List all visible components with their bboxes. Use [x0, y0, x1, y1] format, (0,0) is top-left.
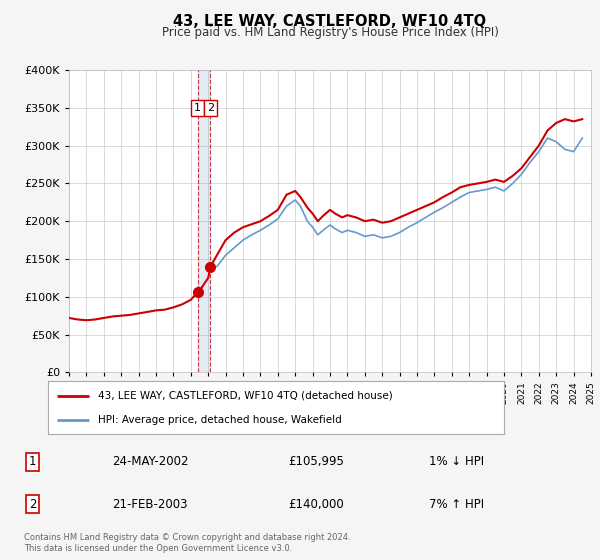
Text: 2: 2 [207, 103, 214, 113]
Text: 43, LEE WAY, CASTLEFORD, WF10 4TQ: 43, LEE WAY, CASTLEFORD, WF10 4TQ [173, 14, 487, 29]
Bar [197, 70, 211, 372]
Text: 24-MAY-2002: 24-MAY-2002 [112, 455, 188, 468]
Text: 1: 1 [29, 455, 36, 468]
Text: Price paid vs. HM Land Registry's House Price Index (HPI): Price paid vs. HM Land Registry's House … [161, 26, 499, 39]
Text: 43, LEE WAY, CASTLEFORD, WF10 4TQ (detached house): 43, LEE WAY, CASTLEFORD, WF10 4TQ (detac… [98, 391, 393, 401]
Text: 21-FEB-2003: 21-FEB-2003 [112, 498, 187, 511]
Text: £140,000: £140,000 [288, 498, 344, 511]
Text: HPI: Average price, detached house, Wakefield: HPI: Average price, detached house, Wake… [98, 414, 342, 424]
Text: Contains HM Land Registry data © Crown copyright and database right 2024.
This d: Contains HM Land Registry data © Crown c… [24, 533, 350, 553]
Text: 1% ↓ HPI: 1% ↓ HPI [430, 455, 484, 468]
Text: 1: 1 [194, 103, 201, 113]
Text: 2: 2 [29, 498, 36, 511]
Text: 7% ↑ HPI: 7% ↑ HPI [430, 498, 484, 511]
Text: £105,995: £105,995 [288, 455, 344, 468]
